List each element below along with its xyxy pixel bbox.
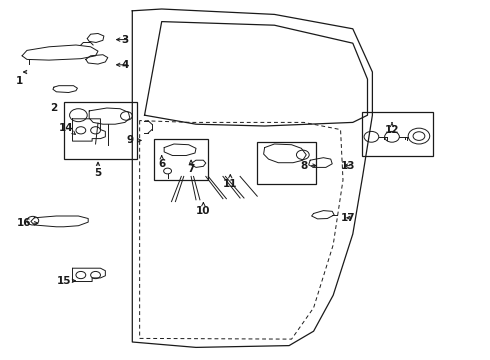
Text: 1: 1: [16, 76, 23, 86]
Text: 9: 9: [126, 135, 133, 145]
Bar: [154, 139, 208, 180]
Text: 12: 12: [385, 125, 399, 135]
Text: 4: 4: [121, 60, 129, 70]
Bar: [257, 142, 316, 184]
Text: 11: 11: [223, 179, 238, 189]
Text: 13: 13: [341, 161, 355, 171]
Text: 16: 16: [17, 218, 32, 228]
Text: 6: 6: [158, 159, 165, 169]
Text: 8: 8: [300, 161, 307, 171]
Text: 2: 2: [50, 103, 57, 113]
Text: 14: 14: [59, 123, 74, 133]
Text: 5: 5: [95, 168, 101, 178]
Text: 17: 17: [341, 213, 355, 223]
Text: 10: 10: [196, 206, 211, 216]
Text: 15: 15: [56, 276, 71, 286]
Text: 7: 7: [187, 164, 195, 174]
Bar: [362, 112, 433, 156]
Text: 3: 3: [122, 35, 128, 45]
Bar: [64, 102, 137, 159]
